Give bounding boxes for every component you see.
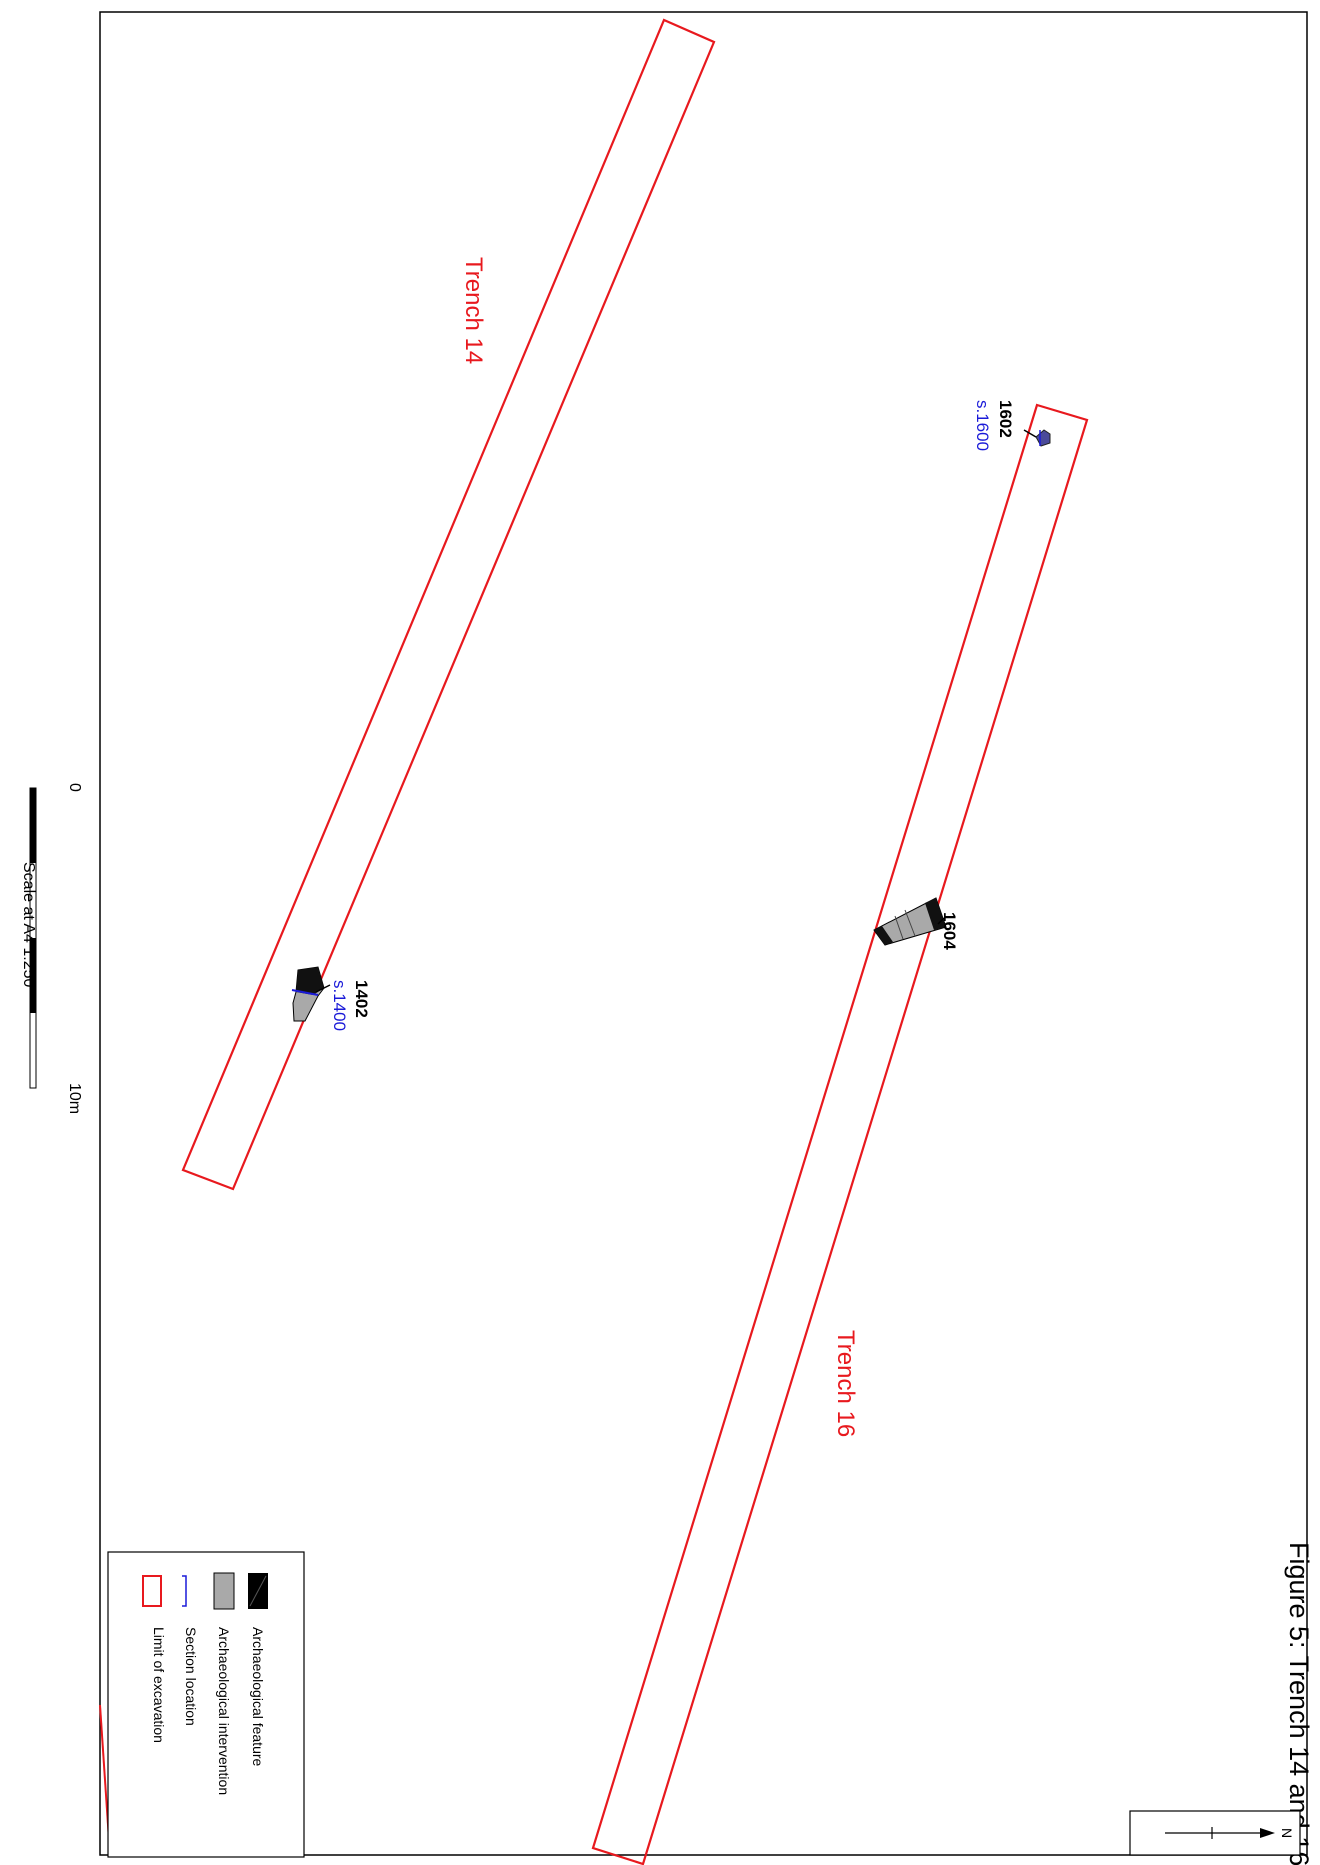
intervention-swatch-icon [213, 1572, 235, 1610]
section-bracket-icon [182, 1575, 187, 1607]
limit-box-icon [142, 1575, 162, 1607]
trench-14-label: Trench 14 [460, 257, 487, 364]
feature-1604 [873, 897, 947, 946]
trench-16-outline [591, 403, 1089, 1865]
scale-bar [29, 787, 37, 1089]
feature-1402-label: 1402 [352, 980, 371, 1018]
feature-1402 [291, 966, 331, 1022]
scale-end-label: 10m [66, 1083, 83, 1114]
feature-1602 [1023, 429, 1051, 447]
scale-start-label: 0 [66, 783, 83, 792]
legend-box [107, 1551, 305, 1858]
legend-item-limit: Limit of excavation [151, 1627, 167, 1743]
section-1400-label: s.1400 [330, 980, 349, 1031]
feature-1602-label: 1602 [996, 400, 1015, 438]
legend-item-section: Section location [183, 1627, 199, 1726]
trench-16-label: Trench 16 [832, 1330, 859, 1437]
section-1600-label: s.1600 [973, 400, 992, 451]
scale-caption: Scale at A4 1:250 [20, 862, 37, 988]
map-frame [99, 11, 1308, 1856]
feature-swatch-icon [248, 1573, 268, 1609]
trench-14-outline [181, 18, 716, 1191]
north-label: N [1279, 1828, 1295, 1838]
legend-item-intervention: Archaeological intervention [216, 1627, 232, 1795]
legend-item-feature: Archaeological feature [250, 1627, 266, 1767]
north-arrow-icon [1165, 1827, 1275, 1839]
feature-1604-label: 1604 [940, 912, 959, 950]
